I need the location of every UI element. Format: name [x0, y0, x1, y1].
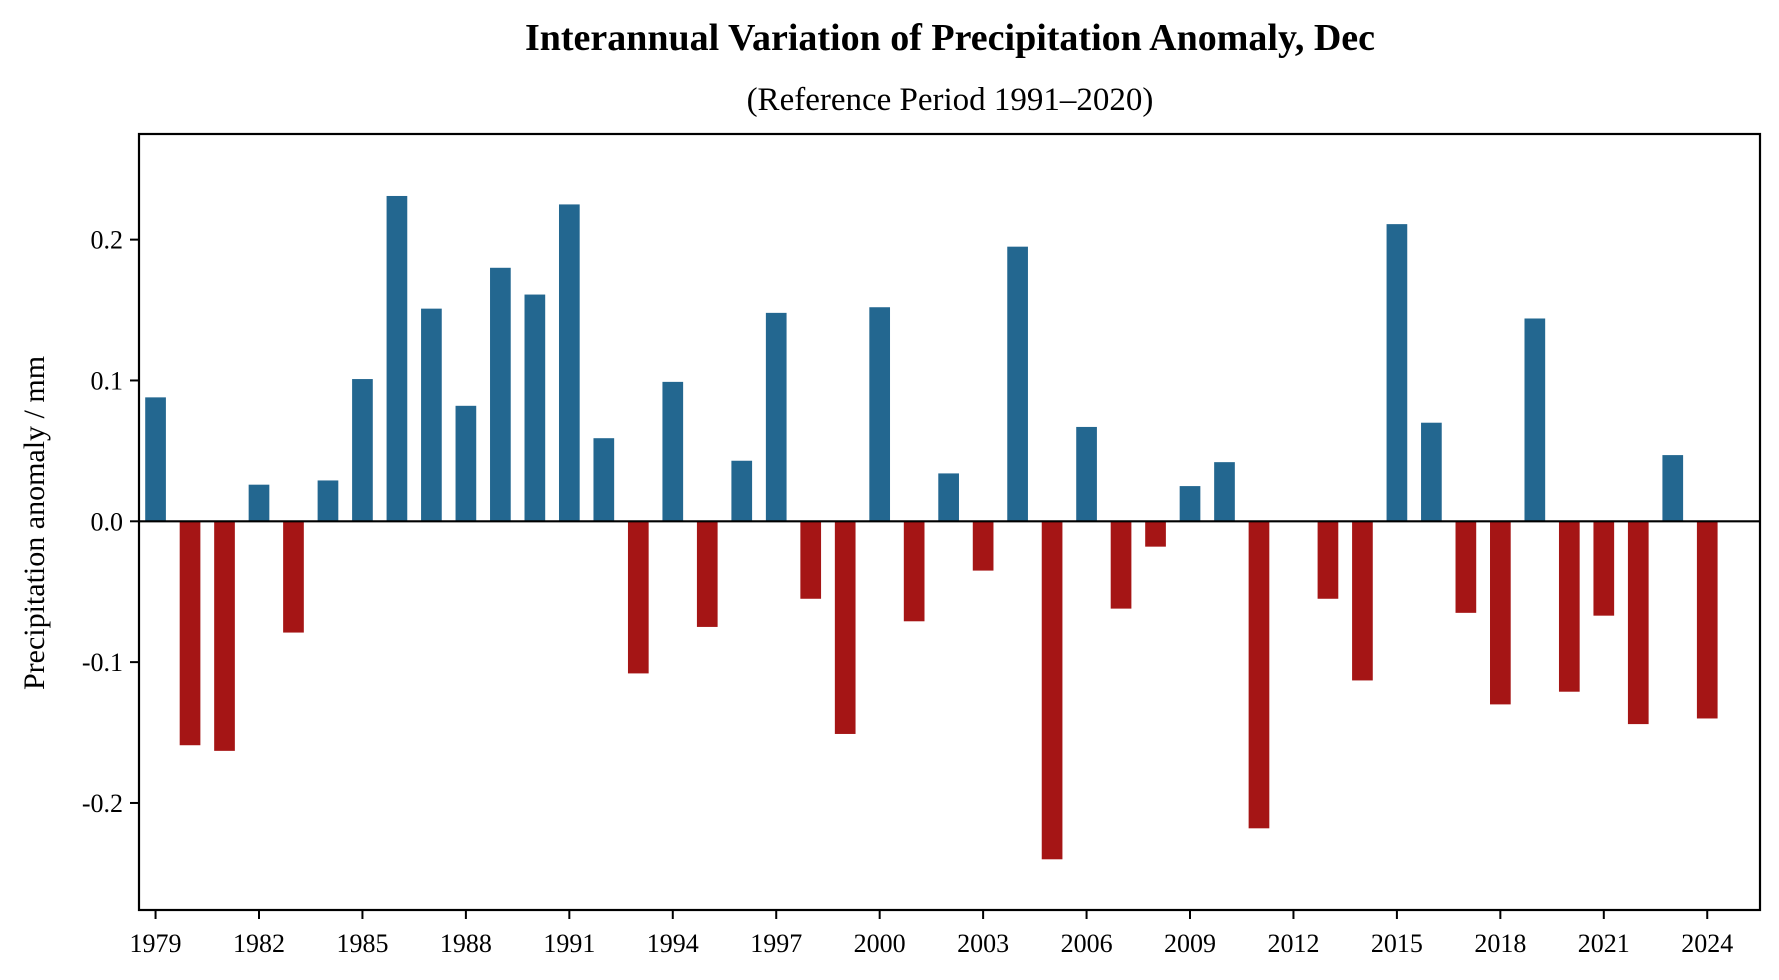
bar-1998 — [800, 521, 822, 599]
y-tick-label: -0.2 — [82, 789, 123, 818]
bar-2005 — [1041, 521, 1063, 860]
bar-1990 — [524, 294, 546, 522]
x-tick-label: 2024 — [1681, 929, 1733, 958]
bar-2007 — [1110, 521, 1132, 609]
x-axis-ticks: 1979 1982 1985 1988 1991 1994 1997 2000 2003 2006… — [130, 910, 1733, 958]
bar-2016 — [1421, 422, 1442, 522]
bar-1991 — [558, 204, 580, 522]
bar-1999 — [834, 521, 856, 734]
x-tick-label: 2003 — [957, 929, 1009, 958]
bar-2002 — [938, 473, 959, 522]
y-tick-label: -0.1 — [82, 648, 123, 677]
bar-2020 — [1558, 521, 1580, 692]
bar-2000 — [869, 307, 891, 522]
plot-frame — [137, 132, 1762, 912]
x-tick-label: 2018 — [1474, 929, 1526, 958]
bar-2022 — [1627, 521, 1649, 725]
bar-1982 — [248, 484, 270, 522]
bar-1997 — [765, 312, 787, 522]
bar-2024 — [1696, 521, 1718, 719]
bar-2008 — [1145, 521, 1166, 547]
bar-1986 — [386, 195, 408, 522]
bar-1987 — [421, 308, 442, 522]
bar-2003 — [972, 521, 994, 571]
bar-2006 — [1076, 426, 1097, 522]
y-tick-label: 0.0 — [91, 507, 124, 536]
bar-2001 — [903, 521, 925, 622]
x-tick-label: 2009 — [1164, 929, 1216, 958]
bar-2019 — [1524, 318, 1546, 522]
x-tick-label: 1994 — [647, 929, 699, 958]
bar-1983 — [283, 521, 304, 633]
bar-2009 — [1179, 486, 1201, 522]
x-tick-label: 1985 — [336, 929, 388, 958]
x-tick-label: 2012 — [1267, 929, 1319, 958]
x-tick-label: 1988 — [440, 929, 492, 958]
y-tick-label: 0.1 — [91, 366, 124, 395]
bar-1994 — [662, 381, 684, 522]
bar-1979 — [145, 397, 166, 522]
y-axis-label: Precipitation anomaly / mm — [18, 356, 51, 690]
x-tick-label: 2000 — [854, 929, 906, 958]
bar-2018 — [1490, 521, 1511, 705]
bar-1984 — [317, 480, 339, 522]
bar-1996 — [731, 460, 753, 522]
bars-group — [145, 195, 1718, 860]
x-tick-label: 1991 — [543, 929, 595, 958]
bar-2014 — [1352, 521, 1373, 681]
bar-2004 — [1007, 246, 1028, 522]
bar-1985 — [352, 379, 373, 522]
x-tick-label: 2006 — [1061, 929, 1113, 958]
x-tick-label: 2021 — [1578, 929, 1630, 958]
bar-1995 — [696, 521, 718, 627]
bar-2021 — [1593, 521, 1615, 616]
x-tick-label: 1979 — [130, 929, 182, 958]
bar-1980 — [179, 521, 201, 746]
chart-subtitle: (Reference Period 1991–2020) — [747, 82, 1154, 118]
bar-2015 — [1386, 224, 1408, 522]
bar-1981 — [214, 521, 235, 751]
bar-2017 — [1455, 521, 1477, 613]
x-tick-label: 2015 — [1371, 929, 1423, 958]
bar-1992 — [593, 438, 615, 522]
bar-2013 — [1317, 521, 1339, 599]
bar-1993 — [627, 521, 649, 674]
bar-2023 — [1662, 455, 1684, 522]
x-tick-label: 1997 — [750, 929, 802, 958]
y-tick-label: 0.2 — [91, 226, 124, 255]
bar-2010 — [1214, 462, 1235, 522]
bar-1989 — [490, 267, 511, 522]
bar-1988 — [455, 405, 477, 522]
chart-title: Interannual Variation of Precipitation A… — [525, 17, 1375, 59]
y-axis-ticks: -0.2 -0.1 0.0 0.1 0.2 — [82, 226, 139, 818]
x-tick-label: 1982 — [233, 929, 285, 958]
bar-2011 — [1248, 521, 1270, 829]
